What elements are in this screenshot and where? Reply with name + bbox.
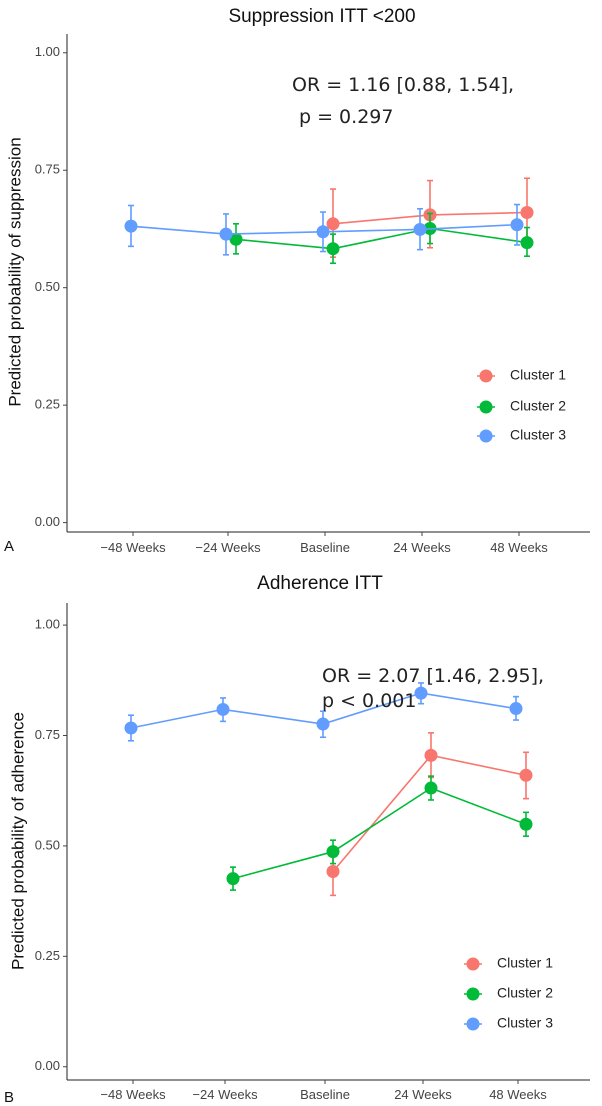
chart-title: Suppression ITT <200	[228, 6, 415, 27]
legend-key-point	[466, 957, 480, 971]
chart-title: Adherence ITT	[257, 573, 383, 594]
data-point	[509, 702, 523, 716]
or-annotation: OR = 1.16 [0.88, 1.54],	[292, 74, 514, 96]
series-cluster-1	[326, 732, 533, 897]
y-tick-label: 1.00	[35, 617, 60, 632]
data-point	[326, 217, 340, 231]
series-cluster-2	[229, 212, 534, 265]
legend: Cluster 1 Cluster 2 Cluster 3	[477, 367, 566, 443]
legend-key-point	[466, 1017, 480, 1031]
panel-letter: B	[4, 1089, 14, 1106]
data-point	[424, 748, 438, 762]
data-point	[326, 242, 340, 256]
x-tick-label: 24 Weeks	[394, 1087, 452, 1102]
data-point	[219, 227, 233, 241]
series-cluster-3	[124, 682, 523, 742]
series-cluster-3	[124, 203, 524, 256]
x-tick-label: Baseline	[300, 1087, 350, 1102]
legend-label: Cluster 2	[497, 985, 553, 1001]
chart-panel-a: Suppression ITT <200 0.00 0.25 0.50 0.75 1.00…	[4, 6, 590, 555]
legend-label: Cluster 1	[510, 367, 566, 383]
data-point	[413, 222, 427, 236]
legend-key-point	[479, 400, 493, 414]
y-tick-label: 0.75	[35, 727, 60, 742]
x-tick-label: 24 Weeks	[393, 540, 451, 555]
panel-letter: A	[4, 538, 14, 555]
p-value-annotation: p < 0.001	[322, 690, 416, 712]
data-point	[316, 717, 330, 731]
data-point	[520, 206, 534, 220]
y-tick-label: 0.50	[35, 837, 60, 852]
legend-label: Cluster 3	[497, 1015, 553, 1031]
y-tick-label: 1.00	[35, 44, 60, 59]
y-axis-label: Predicted probability of suppression	[5, 137, 24, 406]
legend-label: Cluster 1	[497, 955, 553, 971]
x-tick-label: −24 Weeks	[195, 540, 261, 555]
legend-key-point	[466, 987, 480, 1001]
series-line	[235, 227, 528, 250]
chart-panel-b: Adherence ITT 0.00 0.25 0.50 0.75 1.00 −48 Wee…	[4, 573, 590, 1106]
data-point	[326, 845, 340, 859]
x-tick-label: −48 Weeks	[100, 540, 166, 555]
x-tick-label: 48 Weeks	[490, 540, 548, 555]
data-point	[519, 768, 533, 782]
x-tick-label: −24 Weeks	[192, 1087, 258, 1102]
y-tick-label: 0.00	[35, 514, 60, 529]
x-tick-label: Baseline	[300, 540, 350, 555]
y-tick-label: 0.00	[35, 1058, 60, 1073]
x-tick-label: 48 Weeks	[489, 1087, 547, 1102]
data-point	[216, 702, 230, 716]
x-tick-label: −48 Weeks	[100, 1087, 166, 1102]
data-point	[226, 872, 240, 886]
data-point	[124, 721, 138, 735]
series-line	[232, 787, 527, 880]
series-cluster-2	[226, 775, 533, 891]
y-tick-label: 0.75	[35, 162, 60, 177]
y-tick-label: 0.25	[35, 948, 60, 963]
legend-label: Cluster 3	[510, 427, 566, 443]
legend-key-point	[479, 429, 493, 443]
y-tick-label: 0.50	[35, 279, 60, 294]
data-point	[414, 686, 428, 700]
data-point	[316, 225, 330, 239]
y-tick-label: 0.25	[35, 397, 60, 412]
y-axis-label: Predicted probability of adherence	[8, 712, 27, 970]
legend-label: Cluster 2	[510, 398, 566, 414]
data-point	[520, 236, 534, 250]
data-point	[229, 232, 243, 246]
data-point	[124, 219, 138, 233]
data-point	[510, 218, 524, 232]
data-point	[519, 817, 533, 831]
data-point	[424, 781, 438, 795]
or-annotation: OR = 2.07 [1.46, 2.95],	[322, 665, 544, 687]
legend-key-point	[479, 369, 493, 383]
legend: Cluster 1 Cluster 2 Cluster 3	[464, 955, 553, 1031]
p-value-annotation: p = 0.297	[299, 106, 393, 128]
data-point	[326, 865, 340, 879]
